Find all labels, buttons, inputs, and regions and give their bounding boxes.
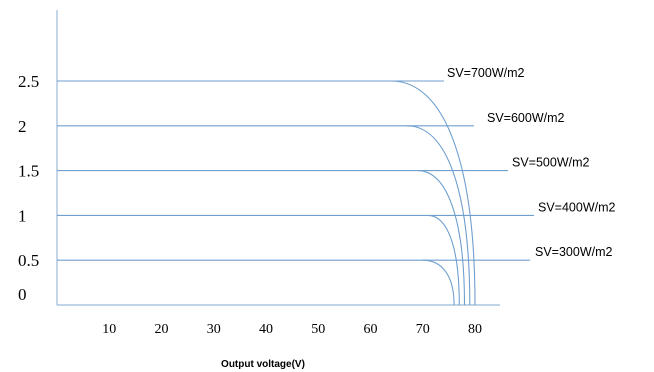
series-line (57, 170, 466, 306)
series-line (57, 259, 455, 306)
x-tick-label: 10 (102, 322, 116, 337)
x-tick-label: 40 (259, 322, 273, 337)
x-tick-label: 80 (468, 322, 482, 337)
x-tick-labels: 10 20 30 40 50 60 70 80 (102, 322, 482, 337)
series-label: SV=500W/m2 (512, 156, 590, 170)
series-line (57, 125, 471, 306)
x-tick-label: 50 (311, 322, 325, 337)
series-line (57, 80, 476, 306)
y-tick-label: 0 (18, 285, 27, 304)
series-label: SV=400W/m2 (538, 200, 616, 214)
x-tick-label: 30 (207, 322, 221, 337)
y-tick-label: 2 (18, 117, 27, 136)
y-tick-label: 0.5 (18, 251, 39, 270)
x-tick-label: 70 (416, 322, 430, 337)
x-axis-title: Output voltage(V) (221, 359, 305, 370)
series-group: SV=300W/m2 SV=400W/m2 SV=500W/m2 SV=600W/m2… (57, 66, 616, 306)
y-tick-label: 1.5 (18, 162, 39, 181)
axes (56, 10, 500, 306)
x-tick-label: 20 (155, 322, 169, 337)
y-tick-label: 2.5 (18, 72, 39, 91)
series-label: SV=600W/m2 (487, 111, 565, 125)
x-tick-label: 60 (364, 322, 378, 337)
y-tick-label: 1 (18, 206, 27, 225)
y-tick-labels: 0 0.5 1 1.5 2 2.5 (18, 72, 39, 304)
series-label: SV=700W/m2 (447, 66, 525, 80)
series-label: SV=300W/m2 (535, 245, 613, 259)
